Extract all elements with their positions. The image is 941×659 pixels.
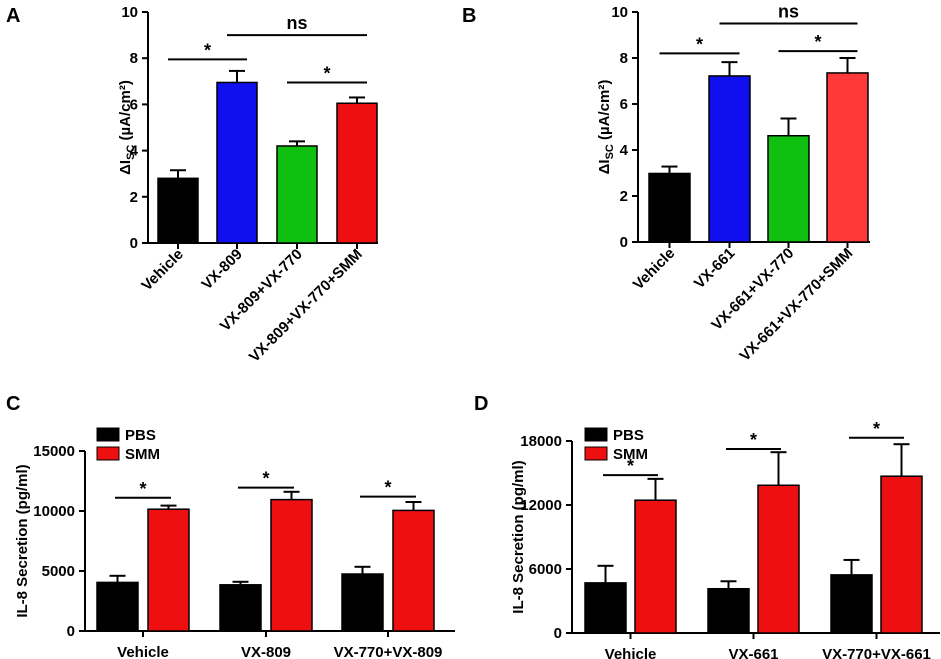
panel-b-label: B	[462, 5, 476, 27]
panel-d-x-tick-label: VX-770+VX-661	[822, 646, 931, 659]
panel-a-x-tick-label: VX-809+VX-770+SMM	[246, 246, 366, 366]
panel-c-bar-pbs	[341, 573, 384, 632]
panel-c-legend-swatch-pbs	[96, 427, 120, 442]
panel-b-y-tick-label: 6	[620, 96, 628, 113]
panel-b-significance-mark: *	[814, 32, 821, 52]
panel-b-bar	[767, 134, 810, 243]
panel-a-y-tick-label: 6	[130, 96, 138, 113]
panel-b-bar	[826, 72, 869, 243]
panel-c-label: C	[6, 393, 20, 415]
panel-d-y-axis-title: IL-8 Secretion (pg/ml)	[510, 460, 527, 613]
panel-b-y-tick-label: 10	[611, 4, 628, 21]
panel-a-label: A	[6, 5, 20, 27]
panel-c-y-tick-label: 5000	[42, 563, 75, 580]
panel-c-bar-smm	[270, 498, 313, 632]
panel-a-bar	[216, 81, 258, 244]
panel-a-bar	[157, 177, 199, 244]
panel-a-y-tick-label: 8	[130, 50, 138, 67]
panel-d-significance-mark: *	[627, 456, 634, 476]
panel-b-y-tick-label: 2	[620, 188, 628, 205]
panel-c-x-tick-label: VX-770+VX-809	[334, 644, 443, 659]
panel-b-bar	[708, 75, 751, 243]
panel-d-x-tick-label: Vehicle	[605, 646, 657, 659]
panel-c-y-tick-label: 0	[67, 623, 75, 640]
panel-a-y-tick-label: 10	[121, 4, 138, 21]
panel-d-bar-pbs	[707, 587, 750, 634]
panel-b-x-tick-label: Vehicle	[630, 245, 679, 294]
panel-c-legend-label-pbs: PBS	[125, 427, 156, 444]
panel-d-significance-mark: *	[750, 430, 757, 450]
panel-d-x-tick-label: VX-661	[728, 646, 778, 659]
panel-d-y-tick-label: 6000	[529, 561, 562, 578]
panel-a-y-axis-title: ΔISC (µA/cm²)	[117, 80, 137, 175]
panel-c-x-tick-label: Vehicle	[117, 644, 169, 659]
panel-b-x-tick-label: VX-661	[691, 245, 738, 292]
panel-d-label: D	[474, 393, 488, 415]
panel-a-y-tick-label: 0	[130, 235, 138, 252]
panel-d-bar-smm	[757, 484, 800, 634]
panel-a-significance-mark: *	[323, 63, 330, 83]
panel-d-significance-mark: *	[873, 419, 880, 439]
panel-c-bar-pbs	[219, 584, 262, 632]
panel-c-significance-mark: *	[384, 478, 391, 498]
panel-c-legend-label-smm: SMM	[125, 446, 160, 463]
panel-a-x-tick-label: Vehicle	[138, 246, 187, 295]
panel-b-y-tick-label: 0	[620, 234, 628, 251]
panel-a-y-tick-label: 4	[130, 143, 139, 160]
panel-a-significance-mark: ns	[286, 13, 307, 33]
panel-d-y-tick-label: 0	[554, 625, 562, 642]
panel-c-y-axis-title: IL-8 Secretion (pg/ml)	[14, 464, 31, 617]
panel-d-bar-pbs	[584, 582, 627, 634]
panel-a-bar	[276, 145, 318, 244]
panel-a-significance-mark: *	[204, 40, 211, 60]
panel-a-x-tick-label: VX-809	[198, 246, 245, 293]
panel-a-bar	[336, 102, 378, 244]
panel-c-bar-pbs	[96, 581, 139, 632]
panel-d-legend-label-smm: SMM	[613, 446, 648, 463]
panel-b-y-axis-title: ΔISC (µA/cm²)	[596, 80, 616, 175]
panel-c-bar-smm	[147, 508, 190, 632]
panel-c-significance-mark: *	[262, 469, 269, 489]
panel-c-x-tick-label: VX-809	[241, 644, 291, 659]
panel-b-y-tick-label: 4	[620, 142, 629, 159]
panel-d-bar-pbs	[830, 574, 873, 634]
panel-c-y-tick-label: 15000	[33, 443, 75, 460]
panel-d-y-tick-label: 18000	[520, 433, 562, 450]
panel-b-significance-mark: *	[696, 34, 703, 54]
panel-d-bar-smm	[880, 475, 923, 634]
panel-d-bar-smm	[634, 499, 677, 634]
panel-b-x-tick-label: VX-661+VX-770+SMM	[736, 245, 856, 365]
panel-d-legend-swatch-pbs	[584, 427, 608, 442]
panel-c-significance-mark: *	[139, 479, 146, 499]
panel-b-bar	[648, 172, 691, 243]
panel-a-y-tick-label: 2	[130, 189, 138, 206]
panel-d-legend-swatch-smm	[584, 446, 608, 461]
panel-b-y-tick-label: 8	[620, 50, 628, 67]
panel-d-legend-label-pbs: PBS	[613, 427, 644, 444]
panel-c-bar-smm	[392, 509, 435, 632]
panel-b-significance-mark: ns	[778, 2, 799, 22]
panel-d-y-tick-label: 12000	[520, 497, 562, 514]
panel-c-legend-swatch-smm	[96, 446, 120, 461]
panel-c-y-tick-label: 10000	[33, 503, 75, 520]
